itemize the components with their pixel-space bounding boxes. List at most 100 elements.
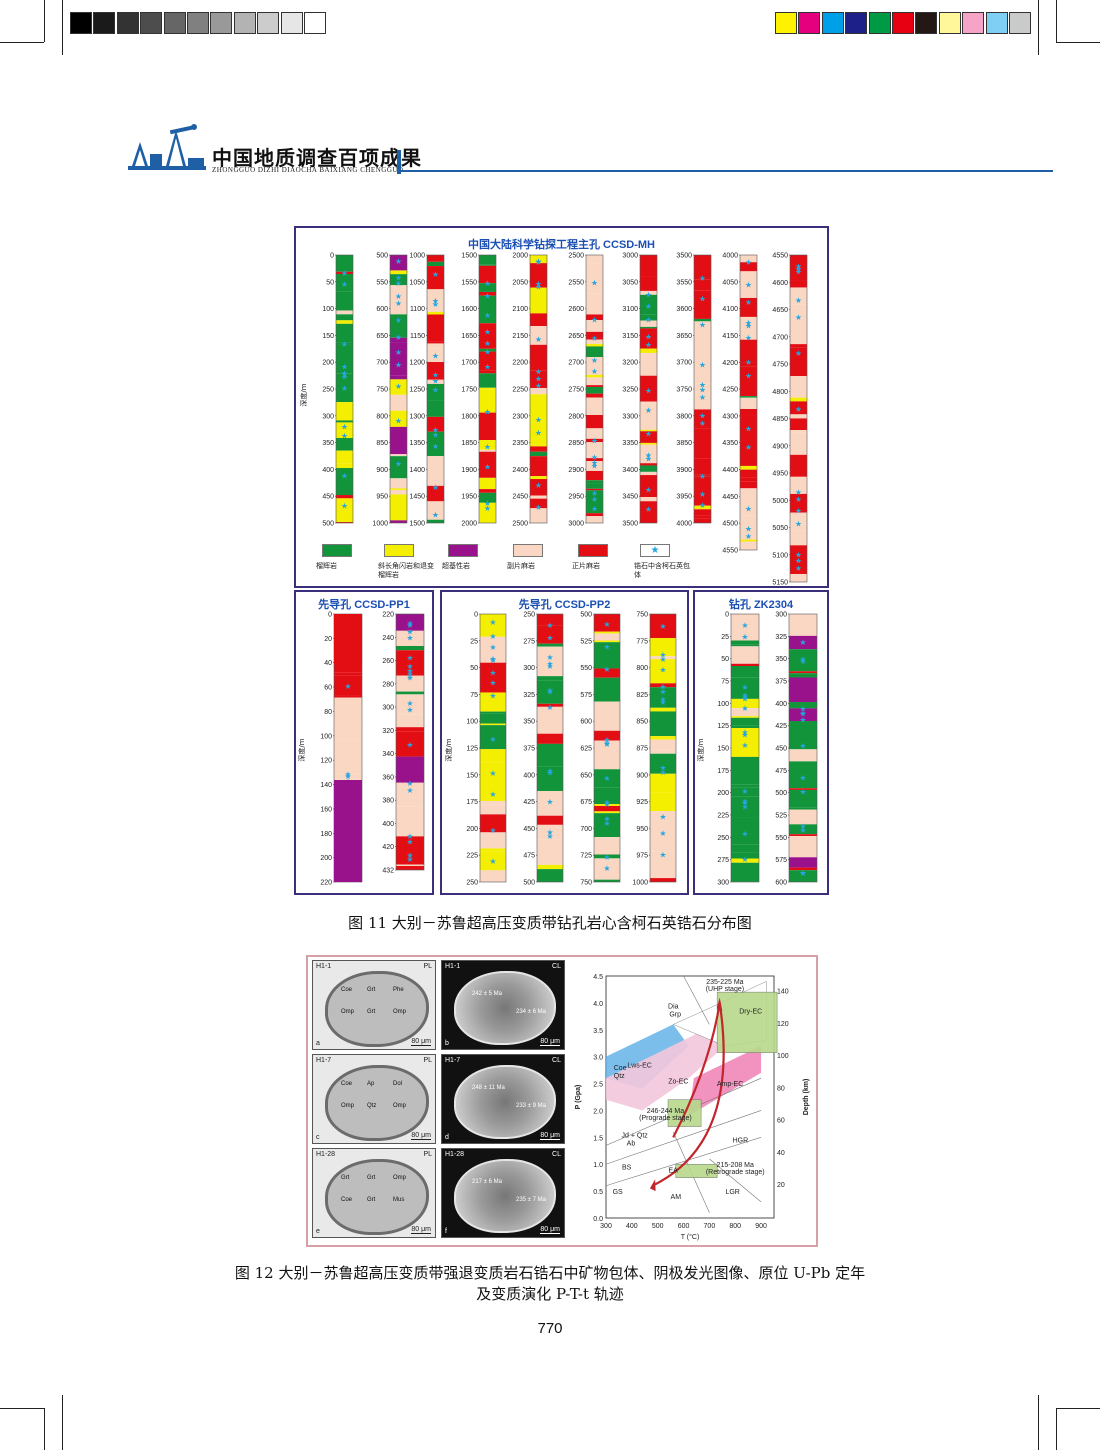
coesite-inclusion-star: ★ xyxy=(344,772,351,781)
lithology-segment xyxy=(650,614,676,639)
coesite-inclusion-star: ★ xyxy=(341,340,348,349)
lithology-segment xyxy=(594,642,620,669)
coesite-inclusion-star: ★ xyxy=(591,504,598,513)
coesite-inclusion-star: ★ xyxy=(745,298,752,307)
lithology-band xyxy=(790,430,807,433)
coesite-inclusion-star: ★ xyxy=(395,292,402,301)
field-label: Amp-EC xyxy=(717,1081,743,1088)
depth-tick-label: 100 xyxy=(717,701,729,708)
lithology-band xyxy=(694,487,711,490)
depth-tick-label: 475 xyxy=(523,853,535,860)
lithology-segment xyxy=(694,372,711,384)
depth-tick-label: 1600 xyxy=(461,306,477,313)
crop-mark xyxy=(0,1408,44,1409)
depth-tick-label: 150 xyxy=(466,772,478,779)
lithology-segment xyxy=(390,520,407,523)
lithology-segment xyxy=(334,773,362,780)
depth-tick-label: 260 xyxy=(382,658,394,665)
panel-title-mh: 中国大陆科学钻探工程主孔 CCSD-MH xyxy=(468,239,655,251)
depth-tick-label: 5100 xyxy=(772,552,788,559)
gray-swatch xyxy=(140,12,163,34)
coesite-inclusion-star: ★ xyxy=(432,371,439,380)
coesite-inclusion-star: ★ xyxy=(546,703,553,712)
depth-tick-label: 3450 xyxy=(622,494,638,501)
sem-image-d: H1-7 CL d 80 μm 248 ± 11 Ma 233 ± 9 Ma xyxy=(441,1054,565,1144)
coesite-inclusion-star: ★ xyxy=(741,693,748,702)
lithology-segment xyxy=(530,394,547,423)
coesite-inclusion-star: ★ xyxy=(591,458,598,467)
depth-tick-label: 2800 xyxy=(568,413,584,420)
lithology-segment xyxy=(790,512,807,525)
depth-tick-label: 40 xyxy=(777,1150,785,1157)
legend-label: 榴辉岩 xyxy=(316,562,337,570)
depth-tick-label: 250 xyxy=(717,835,729,842)
lithology-segment xyxy=(740,339,757,363)
mineral-label: Coe xyxy=(341,1081,353,1087)
lithology-segment xyxy=(390,255,407,271)
coesite-inclusion-star: ★ xyxy=(745,258,752,267)
lithology-band xyxy=(336,495,353,499)
mh-column-outline xyxy=(335,254,354,524)
coesite-inclusion-star: ★ xyxy=(535,416,542,425)
coesite-inclusion-star: ★ xyxy=(406,619,413,628)
depth-tick-label: 3150 xyxy=(622,333,638,340)
lithology-segment xyxy=(789,870,817,882)
lithology-band xyxy=(731,663,759,667)
pp2-column-outline xyxy=(479,613,507,883)
header-accent-bar xyxy=(397,150,401,174)
depth-tick-label: 3700 xyxy=(676,360,692,367)
coesite-inclusion-star: ★ xyxy=(484,504,491,513)
lithology-band xyxy=(650,656,676,660)
depth-tick-label: 825 xyxy=(636,692,648,699)
depth-tick-label: 3300 xyxy=(622,413,638,420)
depth-tick-label: 625 xyxy=(580,746,592,753)
x-axis-label: T (°C) xyxy=(681,1233,700,1241)
field-label: AM xyxy=(671,1194,682,1201)
lithology-segment xyxy=(479,440,496,450)
lithology-segment xyxy=(427,314,444,342)
lithology-segment xyxy=(740,541,757,550)
mineral-label: Coe xyxy=(341,987,353,993)
depth-tick-label: 140 xyxy=(777,989,789,996)
depth-tick-label: 100 xyxy=(322,306,334,313)
coesite-inclusion-star: ★ xyxy=(484,311,491,320)
gray-swatch xyxy=(116,12,139,34)
coesite-inclusion-star: ★ xyxy=(659,655,666,664)
coesite-inclusion-star: ★ xyxy=(603,736,610,745)
depth-tick-label: 550 xyxy=(775,835,787,842)
lithology-band xyxy=(479,264,496,266)
lithology-segment xyxy=(390,456,407,479)
coesite-inclusion-star: ★ xyxy=(484,462,491,471)
lithology-segment xyxy=(790,347,807,377)
depth-tick-label: 1450 xyxy=(409,494,425,501)
lithology-band xyxy=(740,539,757,542)
lithology-segment xyxy=(586,386,603,394)
lithology-segment xyxy=(336,450,353,464)
legend-swatch xyxy=(384,544,414,557)
coesite-inclusion-star: ★ xyxy=(645,486,652,495)
depth-tick-label: 3050 xyxy=(622,279,638,286)
mineral-label: Omp xyxy=(341,1103,355,1109)
lithology-band xyxy=(336,463,353,469)
field-label: BS xyxy=(622,1165,632,1172)
lithology-segment xyxy=(731,614,759,641)
lithology-segment xyxy=(594,668,620,678)
depth-tick-label: 350 xyxy=(523,719,535,726)
lithology-band xyxy=(789,867,817,871)
depth-tick-label: 2550 xyxy=(568,279,584,286)
depth-tick-label: 25 xyxy=(470,638,478,645)
coesite-inclusion-star: ★ xyxy=(591,367,598,376)
pt-path-diagram: 300 400 500 600 700 800 900 0.0 0.5 1.0 1.5 2.0 2.5 3… xyxy=(575,974,810,1241)
depth-tick-label: 750 xyxy=(636,612,648,619)
depth-tick-label: 1300 xyxy=(409,413,425,420)
depth-tick-label: 432 xyxy=(382,868,394,875)
coesite-inclusion-star: ★ xyxy=(645,430,652,439)
lithology-band xyxy=(334,726,362,730)
coesite-inclusion-star: ★ xyxy=(535,368,542,377)
lithology-segment xyxy=(740,366,757,397)
lithology-band xyxy=(731,644,759,647)
lithology-segment xyxy=(336,498,353,523)
coesite-inclusion-star: ★ xyxy=(795,262,802,271)
legend-label: 正片麻岩 xyxy=(572,562,600,570)
coesite-inclusion-star: ★ xyxy=(395,360,402,369)
